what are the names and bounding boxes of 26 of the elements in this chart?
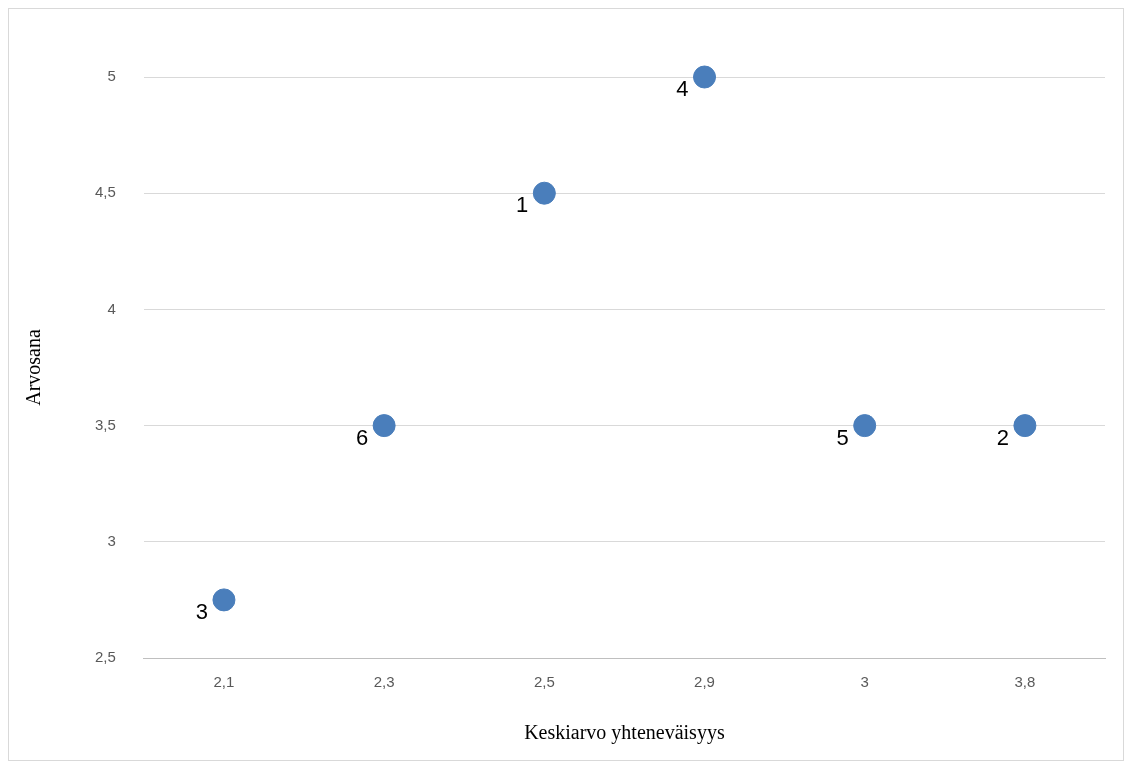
y-tick-label: 2,5	[94, 648, 116, 666]
annotation: 1	[516, 192, 529, 218]
y-tick-label: 4,5	[94, 183, 116, 201]
point	[1013, 414, 1037, 438]
y-tick-label: 4	[107, 299, 116, 317]
point	[372, 414, 396, 438]
annotation: 2	[996, 424, 1009, 450]
x-tick-label: 2,9	[694, 673, 715, 691]
y-axis-title: Arvosana	[22, 329, 45, 406]
x-tick-label: 3,8	[1014, 673, 1036, 691]
x-axis-title: Keskiarvo yhteneväisyys	[524, 721, 725, 745]
point	[853, 414, 877, 438]
y-tick-label: 5	[107, 67, 116, 85]
y-tick-label: 3	[107, 531, 116, 549]
y-tick-label: 3,5	[94, 415, 116, 433]
point	[693, 65, 717, 89]
point	[532, 181, 556, 205]
x-tick-label: 3	[860, 673, 869, 691]
annotation: 6	[355, 424, 369, 450]
x-tick-label: 2,5	[533, 673, 555, 691]
annotation: 4	[676, 76, 689, 102]
point	[212, 588, 236, 612]
annotation: 5	[836, 424, 849, 450]
annotation: 3	[195, 598, 208, 624]
x-tick-label: 2,1	[213, 673, 235, 691]
x-tick-label: 2,3	[373, 673, 395, 691]
